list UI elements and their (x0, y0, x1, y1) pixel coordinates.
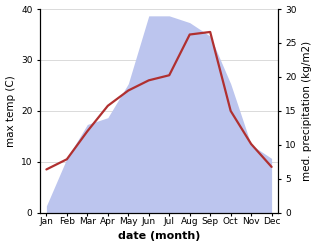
Y-axis label: med. precipitation (kg/m2): med. precipitation (kg/m2) (302, 41, 313, 181)
X-axis label: date (month): date (month) (118, 231, 200, 242)
Y-axis label: max temp (C): max temp (C) (5, 75, 16, 147)
